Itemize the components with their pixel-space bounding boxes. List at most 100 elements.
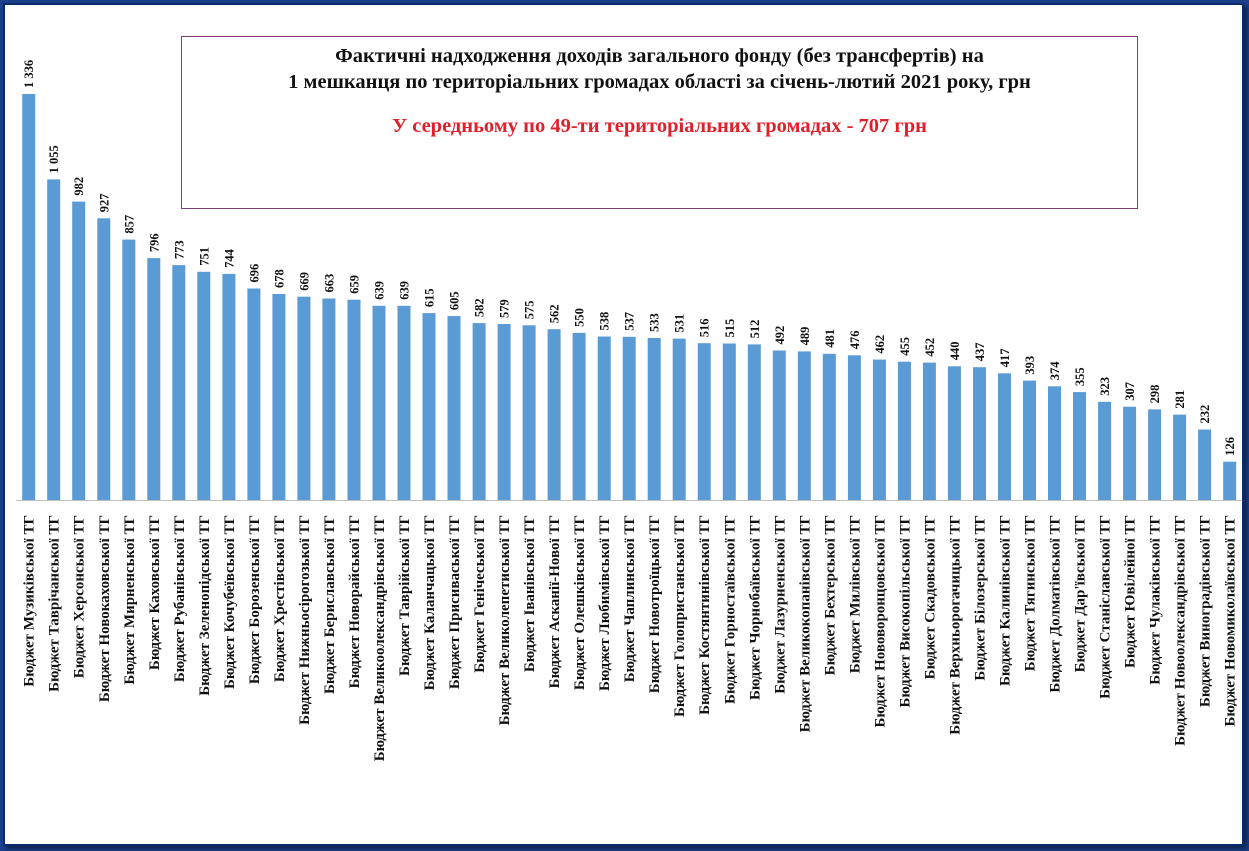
category-label-46: Бюджет Чулаківської ТГ — [1148, 515, 1164, 685]
category-label-15: Бюджет Великоолександрівської ТГ — [372, 515, 388, 761]
bar-23 — [572, 332, 586, 500]
value-label-16: 639 — [398, 281, 412, 300]
bar-29 — [722, 343, 736, 500]
bar-18 — [447, 316, 461, 500]
bar-41 — [1023, 380, 1036, 500]
category-label-24: Бюджет Любимівської ТГ — [597, 515, 613, 691]
bar-27 — [672, 338, 686, 500]
value-label-12: 669 — [297, 272, 311, 291]
category-label-14: Бюджет Новорайської ТГ — [347, 515, 363, 688]
category-label-36: Бюджет Високопільської ТГ — [897, 515, 913, 707]
chart-title-line-2: 1 мешканця по територіальних громадах об… — [288, 71, 1031, 93]
category-label-17: Бюджет Каланчацької ТГ — [422, 515, 438, 690]
bar-14 — [347, 299, 361, 500]
bar-5 — [122, 239, 136, 500]
value-label-49: 126 — [1223, 437, 1237, 456]
bars-group — [22, 94, 1237, 501]
category-label-7: Бюджет Рубанівської ТГ — [172, 515, 188, 682]
category-label-37: Бюджет Скадовської ТГ — [922, 515, 938, 679]
value-label-18: 605 — [448, 291, 462, 310]
bar-2 — [47, 179, 61, 500]
bar-7 — [172, 265, 186, 500]
category-label-39: Бюджет Білозерської ТГ — [973, 515, 989, 681]
category-label-45: Бюджет Ювілейної ТГ — [1123, 515, 1139, 668]
bar-21 — [522, 325, 536, 500]
value-label-6: 796 — [147, 233, 161, 252]
category-label-12: Бюджет Нижньосірогозької ТГ — [297, 515, 313, 725]
category-label-2: Бюджет Таврічанської ТГ — [47, 515, 63, 692]
category-label-38: Бюджет Верхньорогачицької ТГ — [947, 515, 963, 735]
bar-4 — [97, 218, 111, 501]
bar-34 — [847, 355, 861, 500]
category-label-47: Бюджет Новоолександрівської ТГ — [1173, 515, 1189, 746]
value-label-3: 982 — [72, 177, 86, 196]
bar-35 — [872, 359, 886, 500]
bar-12 — [297, 296, 311, 500]
category-label-16: Бюджет Таврійської ТГ — [397, 515, 413, 676]
bar-47 — [1173, 414, 1187, 500]
chart-title: Фактичні надходження доходів загального … — [335, 45, 984, 67]
value-label-11: 678 — [272, 269, 286, 288]
category-label-11: Бюджет Хрестівської ТГ — [272, 515, 288, 682]
value-label-9: 744 — [222, 248, 236, 268]
category-label-34: Бюджет Милівської ТГ — [847, 515, 863, 673]
bar-26 — [647, 338, 661, 500]
bar-39 — [973, 367, 986, 500]
value-label-7: 773 — [172, 240, 186, 259]
bar-36 — [897, 361, 911, 500]
value-label-23: 550 — [573, 308, 587, 327]
bar-13 — [322, 298, 336, 500]
bar-22 — [547, 329, 561, 500]
category-label-29: Бюджет Горностаївської ТГ — [722, 515, 738, 704]
bar-48 — [1198, 429, 1212, 500]
value-label-1: 1 336 — [22, 60, 36, 88]
chart-subtitle: У середньому по 49-ти територіальних гро… — [392, 115, 927, 137]
category-label-27: Бюджет Голопристанської ТГ — [672, 515, 688, 717]
category-label-32: Бюджет Великокопанівської ТГ — [797, 515, 813, 732]
value-label-29: 515 — [723, 319, 737, 338]
value-label-19: 582 — [473, 298, 487, 317]
category-label-18: Бюджет Присиваської ТГ — [447, 515, 463, 689]
value-label-48: 232 — [1198, 405, 1212, 424]
category-label-10: Бюджет Борозенської ТГ — [247, 515, 263, 684]
category-label-25: Бюджет Чаплинської ТГ — [622, 515, 638, 682]
bar-49 — [1223, 461, 1237, 500]
category-label-19: Бюджет Генічеської ТГ — [472, 515, 488, 673]
bar-11 — [272, 294, 286, 500]
bar-6 — [147, 258, 161, 500]
bar-17 — [422, 313, 436, 500]
category-label-22: Бюджет Асканії-Нової ТГ — [547, 515, 563, 688]
value-label-8: 751 — [197, 247, 211, 266]
bar-9 — [222, 273, 236, 500]
category-label-31: Бюджет Лазурненської ТГ — [772, 515, 788, 694]
category-label-43: Бюджет Дар'ївської ТГ — [1073, 515, 1089, 672]
category-label-35: Бюджет Нововоронцовської ТГ — [872, 515, 888, 728]
value-label-25: 537 — [623, 312, 637, 331]
value-label-45: 307 — [1123, 382, 1137, 401]
value-label-15: 639 — [373, 281, 387, 300]
value-label-46: 298 — [1148, 385, 1162, 404]
bar-45 — [1123, 406, 1137, 500]
bar-46 — [1148, 409, 1162, 500]
bar-10 — [247, 288, 261, 500]
category-label-30: Бюджет Чорнобаївської ТГ — [747, 515, 763, 700]
value-label-39: 437 — [973, 342, 987, 361]
bar-37 — [922, 362, 936, 500]
bar-15 — [372, 305, 386, 500]
value-label-27: 531 — [673, 314, 687, 333]
value-label-28: 516 — [698, 318, 712, 337]
bar-8 — [197, 271, 211, 500]
value-label-35: 462 — [873, 335, 887, 354]
value-label-43: 355 — [1073, 367, 1087, 386]
value-label-38: 440 — [948, 342, 962, 361]
title-box: Фактичні надходження доходів загального … — [181, 36, 1138, 209]
bar-25 — [622, 336, 636, 500]
bar-30 — [747, 344, 761, 500]
category-label-8: Бюджет Зеленопідської ТГ — [197, 515, 213, 696]
bar-20 — [497, 324, 511, 500]
value-label-21: 575 — [523, 301, 537, 320]
value-label-13: 663 — [322, 274, 336, 293]
value-label-47: 281 — [1173, 390, 1187, 409]
value-label-17: 615 — [423, 288, 437, 307]
